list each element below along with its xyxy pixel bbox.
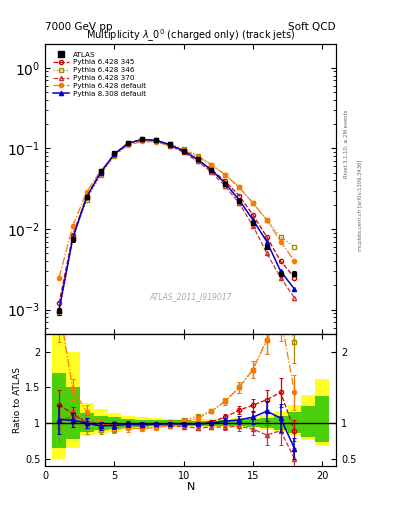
Text: 7000 GeV pp: 7000 GeV pp (45, 22, 113, 32)
Title: Multiplicity $\lambda\_0^0$ (charged only) (track jets): Multiplicity $\lambda\_0^0$ (charged onl… (86, 27, 296, 44)
Text: mcplots.cern.ch [arXiv:1306.3436]: mcplots.cern.ch [arXiv:1306.3436] (358, 159, 363, 250)
X-axis label: N: N (186, 482, 195, 492)
Text: Soft QCD: Soft QCD (288, 22, 336, 32)
Text: ATLAS_2011_I919017: ATLAS_2011_I919017 (149, 292, 232, 301)
Y-axis label: Ratio to ATLAS: Ratio to ATLAS (13, 367, 22, 433)
Legend: ATLAS, Pythia 6.428 345, Pythia 6.428 346, Pythia 6.428 370, Pythia 6.428 defaul: ATLAS, Pythia 6.428 345, Pythia 6.428 34… (52, 50, 147, 98)
Text: Rivet 3.1.10, ≥ 2M events: Rivet 3.1.10, ≥ 2M events (344, 109, 349, 178)
